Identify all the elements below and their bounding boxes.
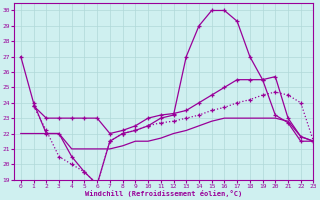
X-axis label: Windchill (Refroidissement éolien,°C): Windchill (Refroidissement éolien,°C) bbox=[85, 190, 243, 197]
